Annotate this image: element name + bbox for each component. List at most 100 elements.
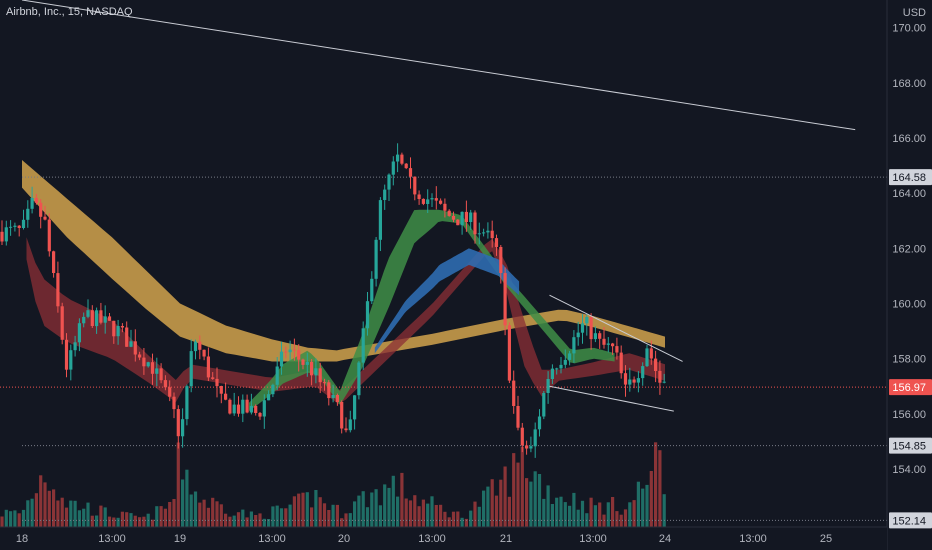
volume-bar: [107, 516, 112, 527]
candle-body: [4, 227, 8, 242]
level-badge: 152.14: [892, 515, 926, 527]
volume-bar: [301, 492, 305, 527]
volume-bar: [365, 507, 370, 527]
candle-body: [486, 230, 490, 233]
channel-lower[interactable]: [549, 385, 674, 412]
gold-band: [22, 160, 665, 362]
volume-bar: [537, 474, 542, 527]
candle-body: [623, 373, 628, 385]
price-axis[interactable]: USD154.00156.00158.00160.00162.00164.001…: [886, 0, 932, 550]
volume-bar: [559, 496, 563, 527]
candle-body: [516, 406, 520, 428]
level-badge: 164.58: [892, 172, 926, 184]
volume-bar: [434, 505, 438, 527]
price-tick-label: 168.00: [892, 78, 926, 90]
candle-body: [142, 357, 146, 367]
channel-upper[interactable]: [549, 294, 683, 362]
last-price-badge: 156.97: [892, 382, 926, 394]
candle-body: [30, 198, 34, 209]
candle-body: [602, 338, 606, 345]
volume-bar: [82, 508, 86, 527]
time-axis[interactable]: 18 13:00 19 13:00 20 13:00 21 13:00 24 13:00 25: [0, 526, 887, 550]
volume-bar: [241, 509, 245, 527]
volume-bar: [0, 516, 4, 527]
time-tick-label: 24: [659, 533, 671, 545]
candle-body: [138, 354, 142, 358]
candle-body: [103, 316, 107, 323]
price-tick-label: 160.00: [892, 299, 926, 311]
candle-body: [284, 351, 288, 353]
candle-body: [86, 310, 90, 317]
price-tick-label: 170.00: [892, 23, 926, 35]
drawn-trendlines[interactable]: [21, 0, 856, 412]
volume-bar: [202, 499, 206, 527]
candle-body: [0, 231, 4, 242]
candle-body: [585, 317, 589, 324]
last-price-badge-box: [889, 379, 932, 396]
candle-body: [99, 310, 103, 323]
time-tick-label: 13:00: [418, 533, 446, 545]
candle-body: [473, 212, 477, 235]
volume-bar: [26, 500, 30, 527]
volume-bar: [370, 492, 374, 527]
candle-body: [611, 343, 615, 347]
candle-body: [662, 381, 666, 383]
volume-bar: [451, 511, 456, 527]
level-badge-box: [889, 169, 932, 186]
candle-body: [335, 395, 339, 402]
candle-body: [529, 446, 533, 449]
price-tick-label: 164.00: [892, 188, 926, 200]
candle-body: [64, 339, 69, 370]
horizontal-levels: [0, 176, 887, 521]
volume-bar: [142, 516, 146, 527]
volume-bar: [469, 510, 473, 527]
candle-body: [494, 238, 499, 247]
volume-bar: [348, 513, 352, 527]
volume-bar: [516, 462, 520, 527]
volume-bar: [598, 502, 602, 527]
candle-body: [236, 404, 241, 414]
trend-line[interactable]: [21, 0, 856, 131]
volume-bar: [95, 515, 99, 527]
volume-bar: [615, 511, 619, 527]
time-tick-label: 13:00: [98, 533, 126, 545]
price-tick-label: 156.00: [892, 409, 926, 421]
candle-body: [447, 210, 451, 216]
candle-body: [82, 316, 86, 324]
volume-bar: [224, 513, 228, 527]
volume-bar: [413, 495, 417, 527]
volume-bar: [262, 518, 266, 527]
volume-bar: [168, 502, 172, 527]
candle-body: [340, 402, 344, 429]
candle-body: [391, 161, 395, 175]
volume-bar: [464, 518, 468, 527]
volume-bar: [322, 503, 327, 527]
candle-body: [331, 395, 335, 399]
volume-bar: [628, 502, 632, 527]
candle-body: [580, 323, 585, 333]
candle-body: [155, 368, 159, 374]
volume-bar: [21, 509, 26, 527]
candle-body: [434, 198, 438, 201]
volume-bar: [30, 498, 34, 527]
volume-bar: [606, 502, 610, 527]
volume-bar: [64, 507, 69, 527]
candle-body: [589, 317, 593, 340]
candle-body: [361, 328, 365, 363]
candle-body: [426, 199, 430, 204]
candle-body: [563, 359, 567, 365]
candle-body: [77, 323, 81, 343]
volume-bar: [159, 506, 163, 527]
candle-body: [47, 219, 51, 252]
candle-body: [477, 233, 481, 235]
volume-bar: [335, 504, 339, 527]
volume-bar: [443, 511, 447, 527]
candle-body: [658, 370, 662, 383]
candle-body: [116, 326, 120, 337]
volume-bar: [563, 502, 567, 527]
volume-bar: [215, 501, 219, 527]
volume-bar: [43, 482, 47, 527]
volume-bar: [267, 519, 271, 527]
candle-body: [490, 230, 494, 239]
